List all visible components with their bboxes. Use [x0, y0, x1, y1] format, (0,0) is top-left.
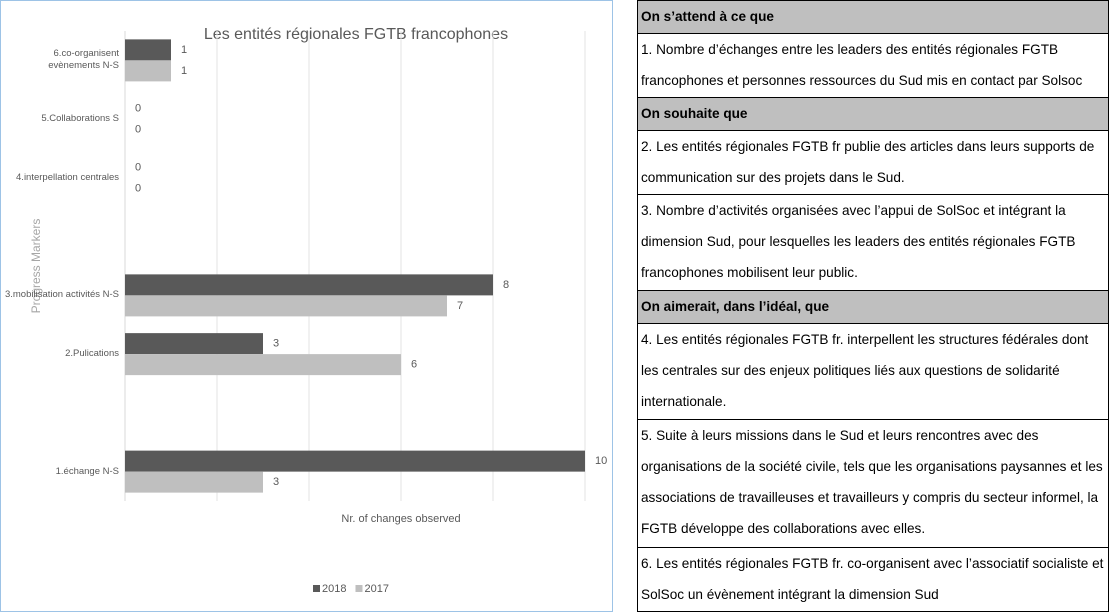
- table-row: 4. Les entités régionales FGTB fr. inter…: [637, 322, 1109, 420]
- data-label: 0: [135, 182, 141, 194]
- category-label-box: 5.Collaborations S: [41, 113, 119, 125]
- bar: [125, 354, 401, 376]
- bar: [125, 60, 171, 82]
- bar: [125, 333, 263, 355]
- table-row: 5. Suite à leurs missions dans le Sud et…: [637, 418, 1109, 548]
- chart: Les entités régionales FGTB francophones…: [0, 0, 613, 612]
- table-cell: 1. Nombre d’échanges entre les leaders d…: [637, 32, 1109, 99]
- legend-swatch: [355, 585, 363, 592]
- data-label: 1: [181, 65, 187, 77]
- category-label-box: 2.Pulications: [65, 348, 119, 360]
- legend-label: 2018: [322, 583, 346, 595]
- table-cell: 5. Suite à leurs missions dans le Sud et…: [637, 418, 1109, 548]
- y-tick-label: 6.co-organisent evènements N-S: [48, 48, 119, 72]
- table-row: On aimerait, dans l’idéal, que: [637, 290, 1109, 324]
- legend-swatch: [313, 585, 320, 592]
- data-label: 7: [457, 300, 463, 312]
- y-tick-label: 4.interpellation centrales: [16, 171, 119, 183]
- data-label: 0: [135, 161, 141, 173]
- data-label: 1: [181, 44, 187, 56]
- y-tick-label: 3.mobilisation activités N-S: [4, 289, 119, 301]
- bar: [125, 39, 171, 61]
- table-row: On souhaite que: [637, 97, 1109, 131]
- x-axis-label: Nr. of changes observed: [341, 513, 460, 525]
- data-label: 3: [273, 476, 279, 488]
- bar: [125, 274, 493, 296]
- chart-title: Les entités régionales FGTB francophones: [204, 26, 508, 43]
- data-label: 10: [595, 455, 607, 467]
- section-heading: On s’attend à ce que: [637, 0, 1109, 34]
- bar: [125, 471, 263, 493]
- data-label: 0: [135, 124, 141, 136]
- category-label-box: 1.échange N-S: [55, 465, 119, 477]
- section-heading: On souhaite que: [637, 97, 1109, 131]
- table-cell: 4. Les entités régionales FGTB fr. inter…: [637, 322, 1109, 420]
- table-row: 3. Nombre d’activités organisées avec l’…: [637, 194, 1109, 292]
- table-cell: 2. Les entités régionales FGTB fr publie…: [637, 129, 1109, 196]
- category-label-box: 4.interpellation centrales: [16, 171, 119, 183]
- data-label: 3: [273, 338, 279, 350]
- bar: [125, 295, 447, 317]
- data-label: 0: [135, 103, 141, 115]
- y-tick-label: 2.Pulications: [65, 348, 119, 360]
- table-row: 1. Nombre d’échanges entre les leaders d…: [637, 32, 1109, 99]
- table-row: On s’attend à ce que: [637, 0, 1109, 34]
- category-label-box: 3.mobilisation activités N-S: [4, 289, 119, 301]
- data-label: 6: [411, 359, 417, 371]
- y-axis-label: Progress Markers: [29, 219, 43, 314]
- table-cell: 6. Les entités régionales FGTB fr. co-or…: [637, 546, 1109, 612]
- data-label: 8: [503, 279, 509, 291]
- legend-label: 2017: [364, 583, 388, 595]
- table-cell: 3. Nombre d’activités organisées avec l’…: [637, 194, 1109, 292]
- section-heading: On aimerait, dans l’idéal, que: [637, 290, 1109, 324]
- progress-table: On s’attend à ce que 1. Nombre d’échanges…: [637, 0, 1109, 612]
- bar: [125, 450, 585, 472]
- y-tick-label: 1.échange N-S: [55, 465, 119, 477]
- category-label-box: 6.co-organisent evènements N-S: [48, 48, 119, 72]
- table-body: On s’attend à ce que 1. Nombre d’échanges…: [637, 0, 1109, 612]
- y-tick-label: 5.Collaborations S: [41, 113, 119, 125]
- table-row: 2. Les entités régionales FGTB fr publie…: [637, 129, 1109, 196]
- table-row: 6. Les entités régionales FGTB fr. co-or…: [637, 546, 1109, 612]
